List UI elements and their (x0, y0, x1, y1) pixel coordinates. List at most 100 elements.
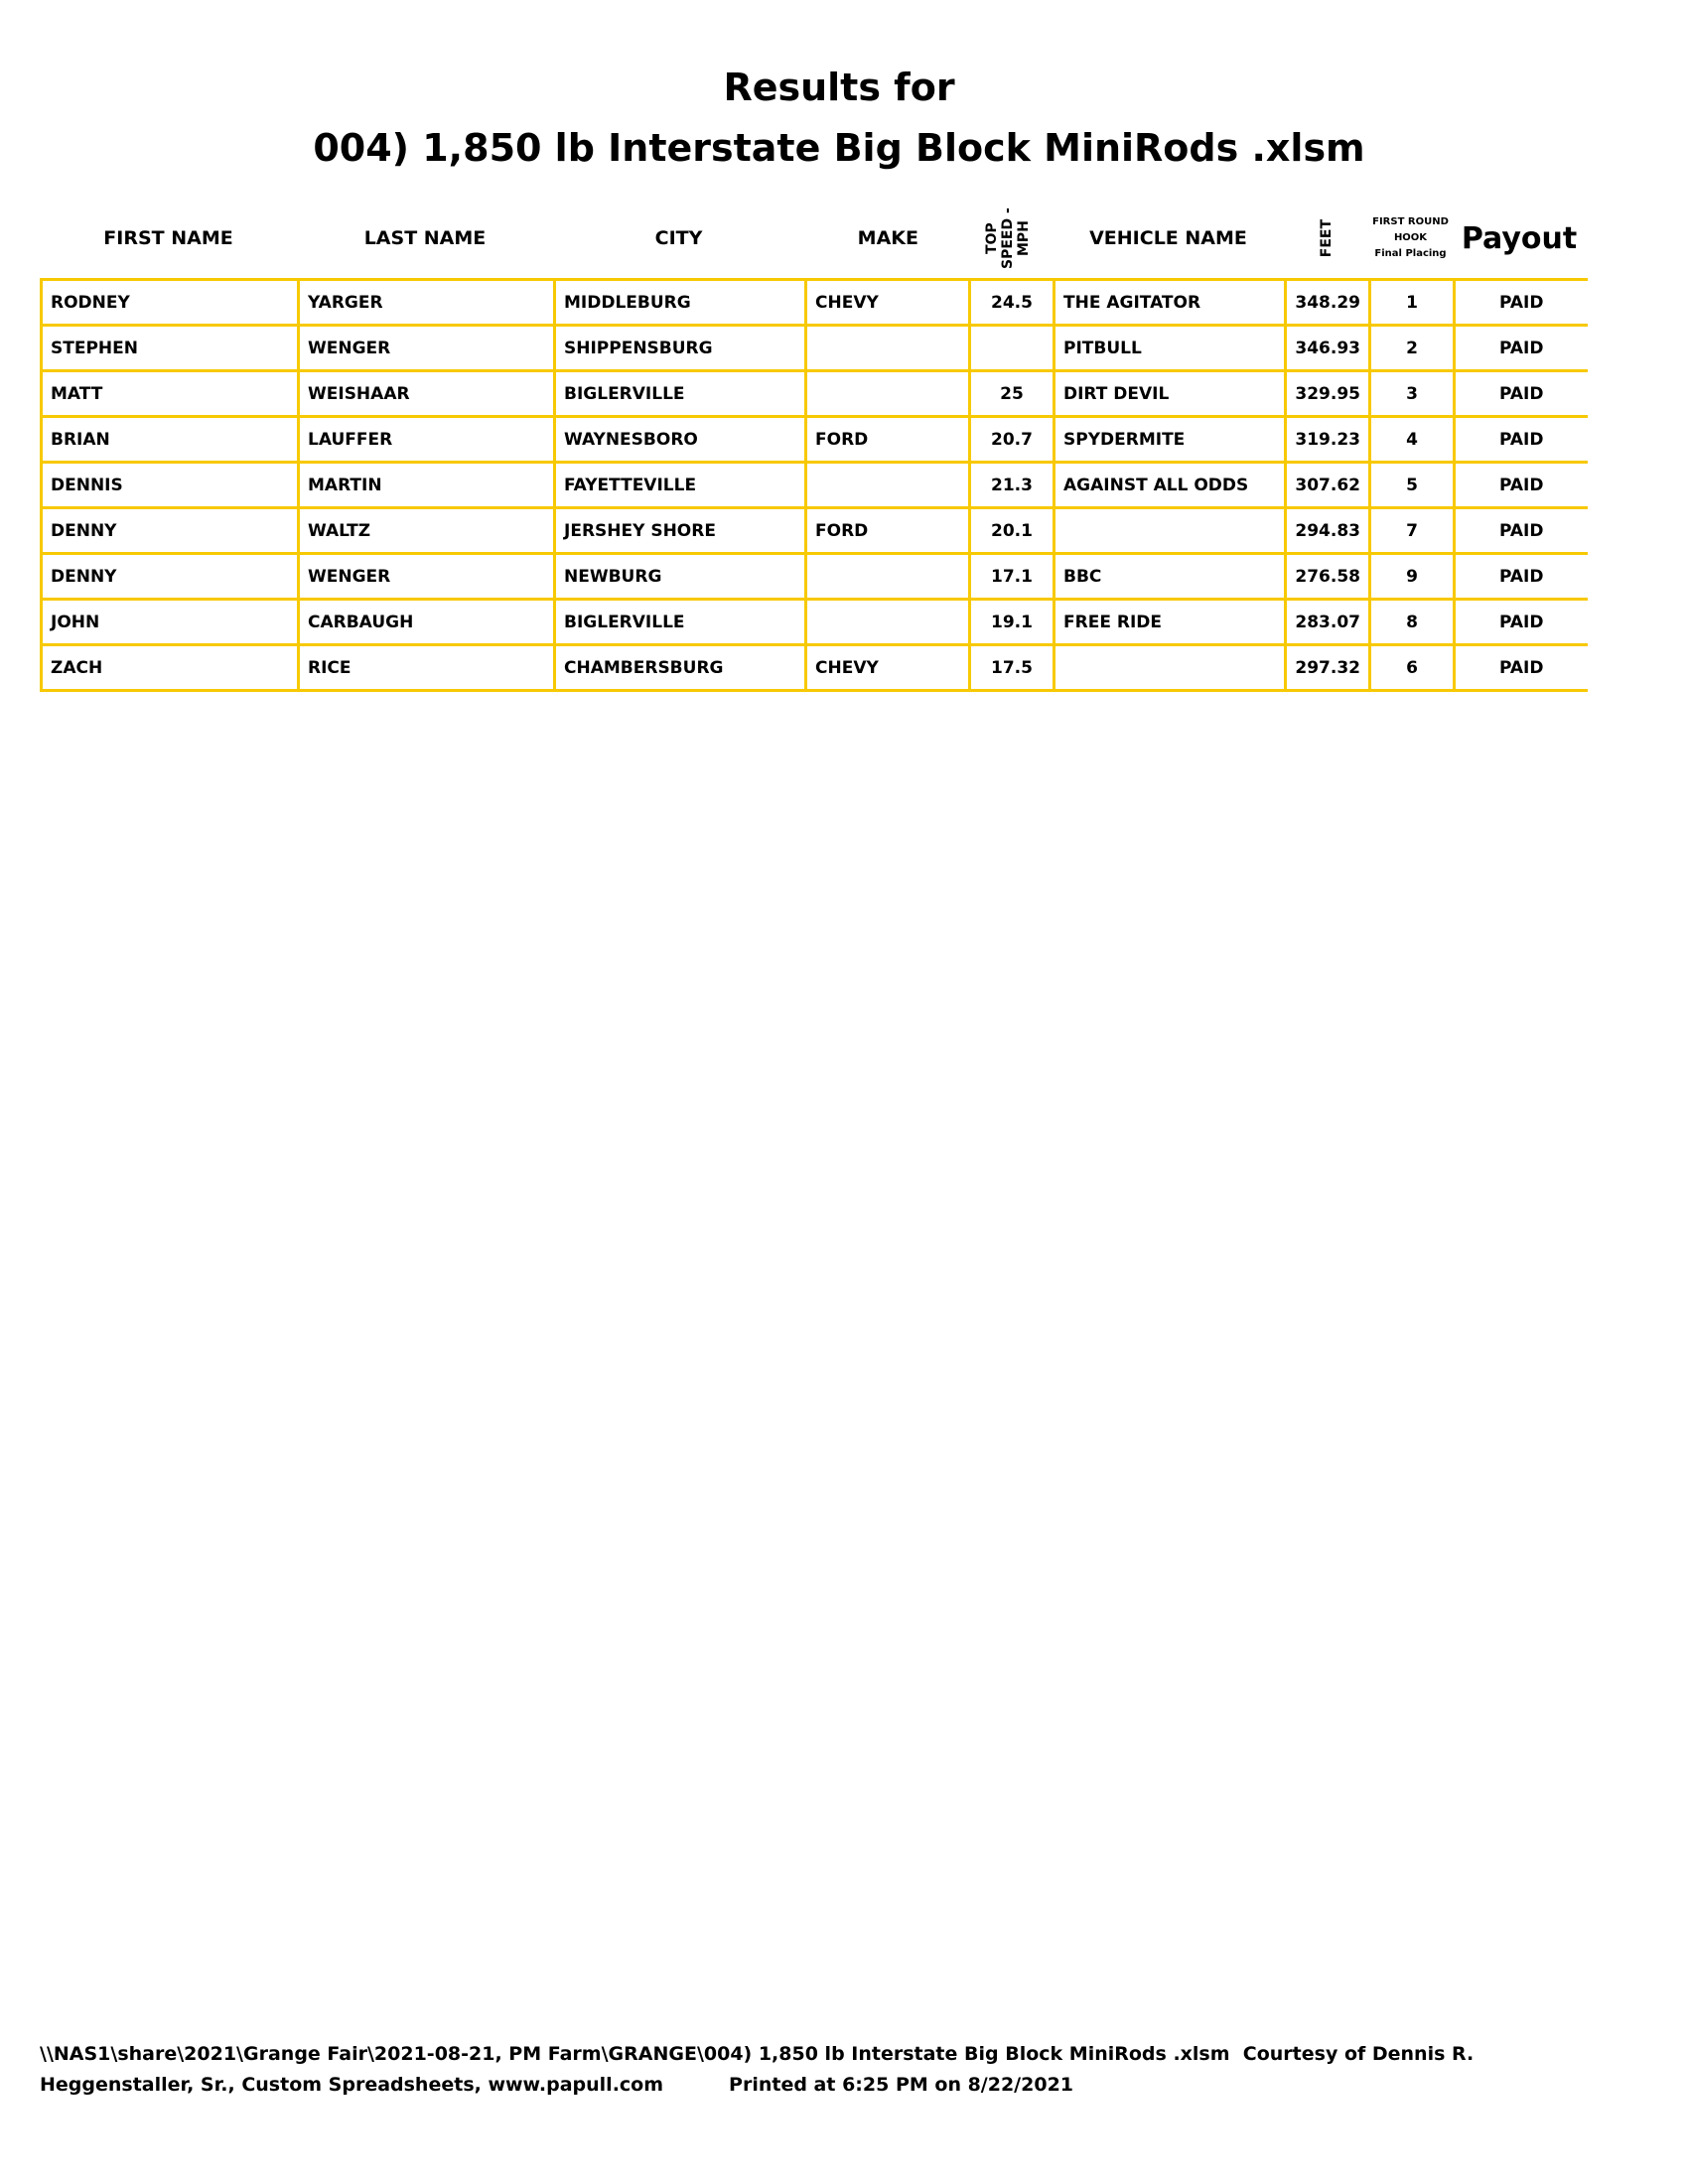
cell-first: DENNY (40, 552, 300, 601)
header-city: CITY (654, 227, 703, 249)
header-vehicle-name: VEHICLE NAME (1089, 227, 1247, 249)
cell-feet: 294.83 (1284, 506, 1371, 555)
cell-last: WALTZ (297, 506, 556, 555)
cell-place: 2 (1368, 324, 1456, 372)
cell-vehicle: FREE RIDE (1053, 598, 1287, 646)
cell-vehicle (1053, 643, 1287, 692)
cell-make: CHEVY (804, 278, 971, 327)
header-last-name: LAST NAME (363, 227, 487, 249)
cell-speed: 24.5 (968, 278, 1055, 327)
cell-vehicle: THE AGITATOR (1053, 278, 1287, 327)
cell-speed: 19.1 (968, 598, 1055, 646)
cell-payout: PAID (1453, 278, 1588, 327)
header-make: MAKE (804, 199, 968, 278)
cell-payout: PAID (1453, 369, 1588, 418)
cell-city: BIGLERVILLE (553, 598, 807, 646)
cell-make: CHEVY (804, 643, 971, 692)
footer-credit-text: Heggenstaller, Sr., Custom Spreadsheets,… (40, 2074, 664, 2096)
header-placing-line1: FIRST ROUND (1372, 216, 1449, 227)
cell-last: LAUFFER (297, 415, 556, 464)
cell-first: DENNY (40, 506, 300, 555)
header-payout: Payout (1461, 220, 1578, 256)
table-row: STEPHEN WENGER SHIPPENSBURG PITBULL 346.93 2 P… (40, 324, 1588, 372)
cell-last: MARTIN (297, 461, 556, 509)
cell-speed: 25 (968, 369, 1055, 418)
cell-place: 5 (1368, 461, 1456, 509)
cell-payout: PAID (1453, 506, 1588, 555)
cell-vehicle: BBC (1053, 552, 1287, 601)
cell-feet: 307.62 (1284, 461, 1371, 509)
cell-feet: 283.07 (1284, 598, 1371, 646)
table-row: BRIAN LAUFFER WAYNESBORO FORD 20.7 SPYDERMITE… (40, 415, 1588, 464)
cell-first: MATT (40, 369, 300, 418)
cell-place: 4 (1368, 415, 1456, 464)
cell-feet: 346.93 (1284, 324, 1371, 372)
table-row: DENNY WALTZ JERSHEY SHORE FORD 20.1 294.83 7 PA… (40, 506, 1588, 555)
cell-first: BRIAN (40, 415, 300, 464)
cell-city: SHIPPENSBURG (553, 324, 807, 372)
cell-payout: PAID (1453, 324, 1588, 372)
cell-place: 7 (1368, 506, 1456, 555)
header-feet: FEET (1284, 199, 1368, 278)
cell-last: WEISHAAR (297, 369, 556, 418)
table-row: JOHN CARBAUGH BIGLERVILLE 19.1 FREE RIDE 283.… (40, 598, 1588, 646)
results-table: RODNEY YARGER MIDDLEBURG CHEVY 24.5 THE AGITA… (40, 278, 1588, 692)
cell-feet: 276.58 (1284, 552, 1371, 601)
cell-last: YARGER (297, 278, 556, 327)
cell-last: WENGER (297, 552, 556, 601)
cell-speed: 17.5 (968, 643, 1055, 692)
cell-feet: 297.32 (1284, 643, 1371, 692)
cell-first: DENNIS (40, 461, 300, 509)
cell-city: NEWBURG (553, 552, 807, 601)
cell-last: RICE (297, 643, 556, 692)
cell-make (804, 552, 971, 601)
cell-place: 8 (1368, 598, 1456, 646)
cell-place: 6 (1368, 643, 1456, 692)
header-first-name: FIRST NAME (103, 227, 233, 249)
cell-payout: PAID (1453, 598, 1588, 646)
cell-first: ZACH (40, 643, 300, 692)
cell-vehicle: DIRT DEVIL (1053, 369, 1287, 418)
cell-payout: PAID (1453, 643, 1588, 692)
cell-feet: 319.23 (1284, 415, 1371, 464)
table-row: DENNIS MARTIN FAYETTEVILLE 21.3 AGAINST ALL … (40, 461, 1588, 509)
cell-city: FAYETTEVILLE (553, 461, 807, 509)
cell-first: STEPHEN (40, 324, 300, 372)
footer-credit: Heggenstaller, Sr., Custom Spreadsheets,… (40, 2074, 1073, 2096)
table-row: DENNY WENGER NEWBURG 17.1 BBC 276.58 9 PAID (40, 552, 1588, 601)
cell-place: 9 (1368, 552, 1456, 601)
cell-last: CARBAUGH (297, 598, 556, 646)
header-top-speed-label: TOP SPEED - MPH (983, 207, 1032, 269)
cell-speed (968, 324, 1055, 372)
cell-payout: PAID (1453, 552, 1588, 601)
cell-make: FORD (804, 506, 971, 555)
cell-city: JERSHEY SHORE (553, 506, 807, 555)
table-row: ZACH RICE CHAMBERSBURG CHEVY 17.5 297.32 6 PAID (40, 643, 1588, 692)
cell-vehicle: SPYDERMITE (1053, 415, 1287, 464)
header-make-label: MAKE (857, 227, 918, 249)
cell-speed: 17.1 (968, 552, 1055, 601)
footer-printed: Printed at 6:25 PM on 8/22/2021 (729, 2074, 1074, 2096)
header-placing-line2: HOOK (1393, 232, 1428, 243)
cell-first: JOHN (40, 598, 300, 646)
cell-payout: PAID (1453, 415, 1588, 464)
header-feet-label: FEET (1318, 218, 1335, 258)
table-row: MATT WEISHAAR BIGLERVILLE 25 DIRT DEVIL 329.9… (40, 369, 1588, 418)
cell-feet: 329.95 (1284, 369, 1371, 418)
cell-vehicle: AGAINST ALL ODDS (1053, 461, 1287, 509)
cell-make: FORD (804, 415, 971, 464)
cell-first: RODNEY (40, 278, 300, 327)
cell-feet: 348.29 (1284, 278, 1371, 327)
cell-place: 1 (1368, 278, 1456, 327)
cell-make (804, 461, 971, 509)
cell-speed: 20.1 (968, 506, 1055, 555)
title-line-2: 004) 1,850 lb Interstate Big Block MiniR… (313, 126, 1365, 170)
cell-vehicle (1053, 506, 1287, 555)
cell-city: WAYNESBORO (553, 415, 807, 464)
cell-city: MIDDLEBURG (553, 278, 807, 327)
cell-last: WENGER (297, 324, 556, 372)
header-placing: FIRST ROUND HOOK Final Placing (1368, 199, 1453, 278)
cell-city: BIGLERVILLE (553, 369, 807, 418)
cell-make (804, 369, 971, 418)
